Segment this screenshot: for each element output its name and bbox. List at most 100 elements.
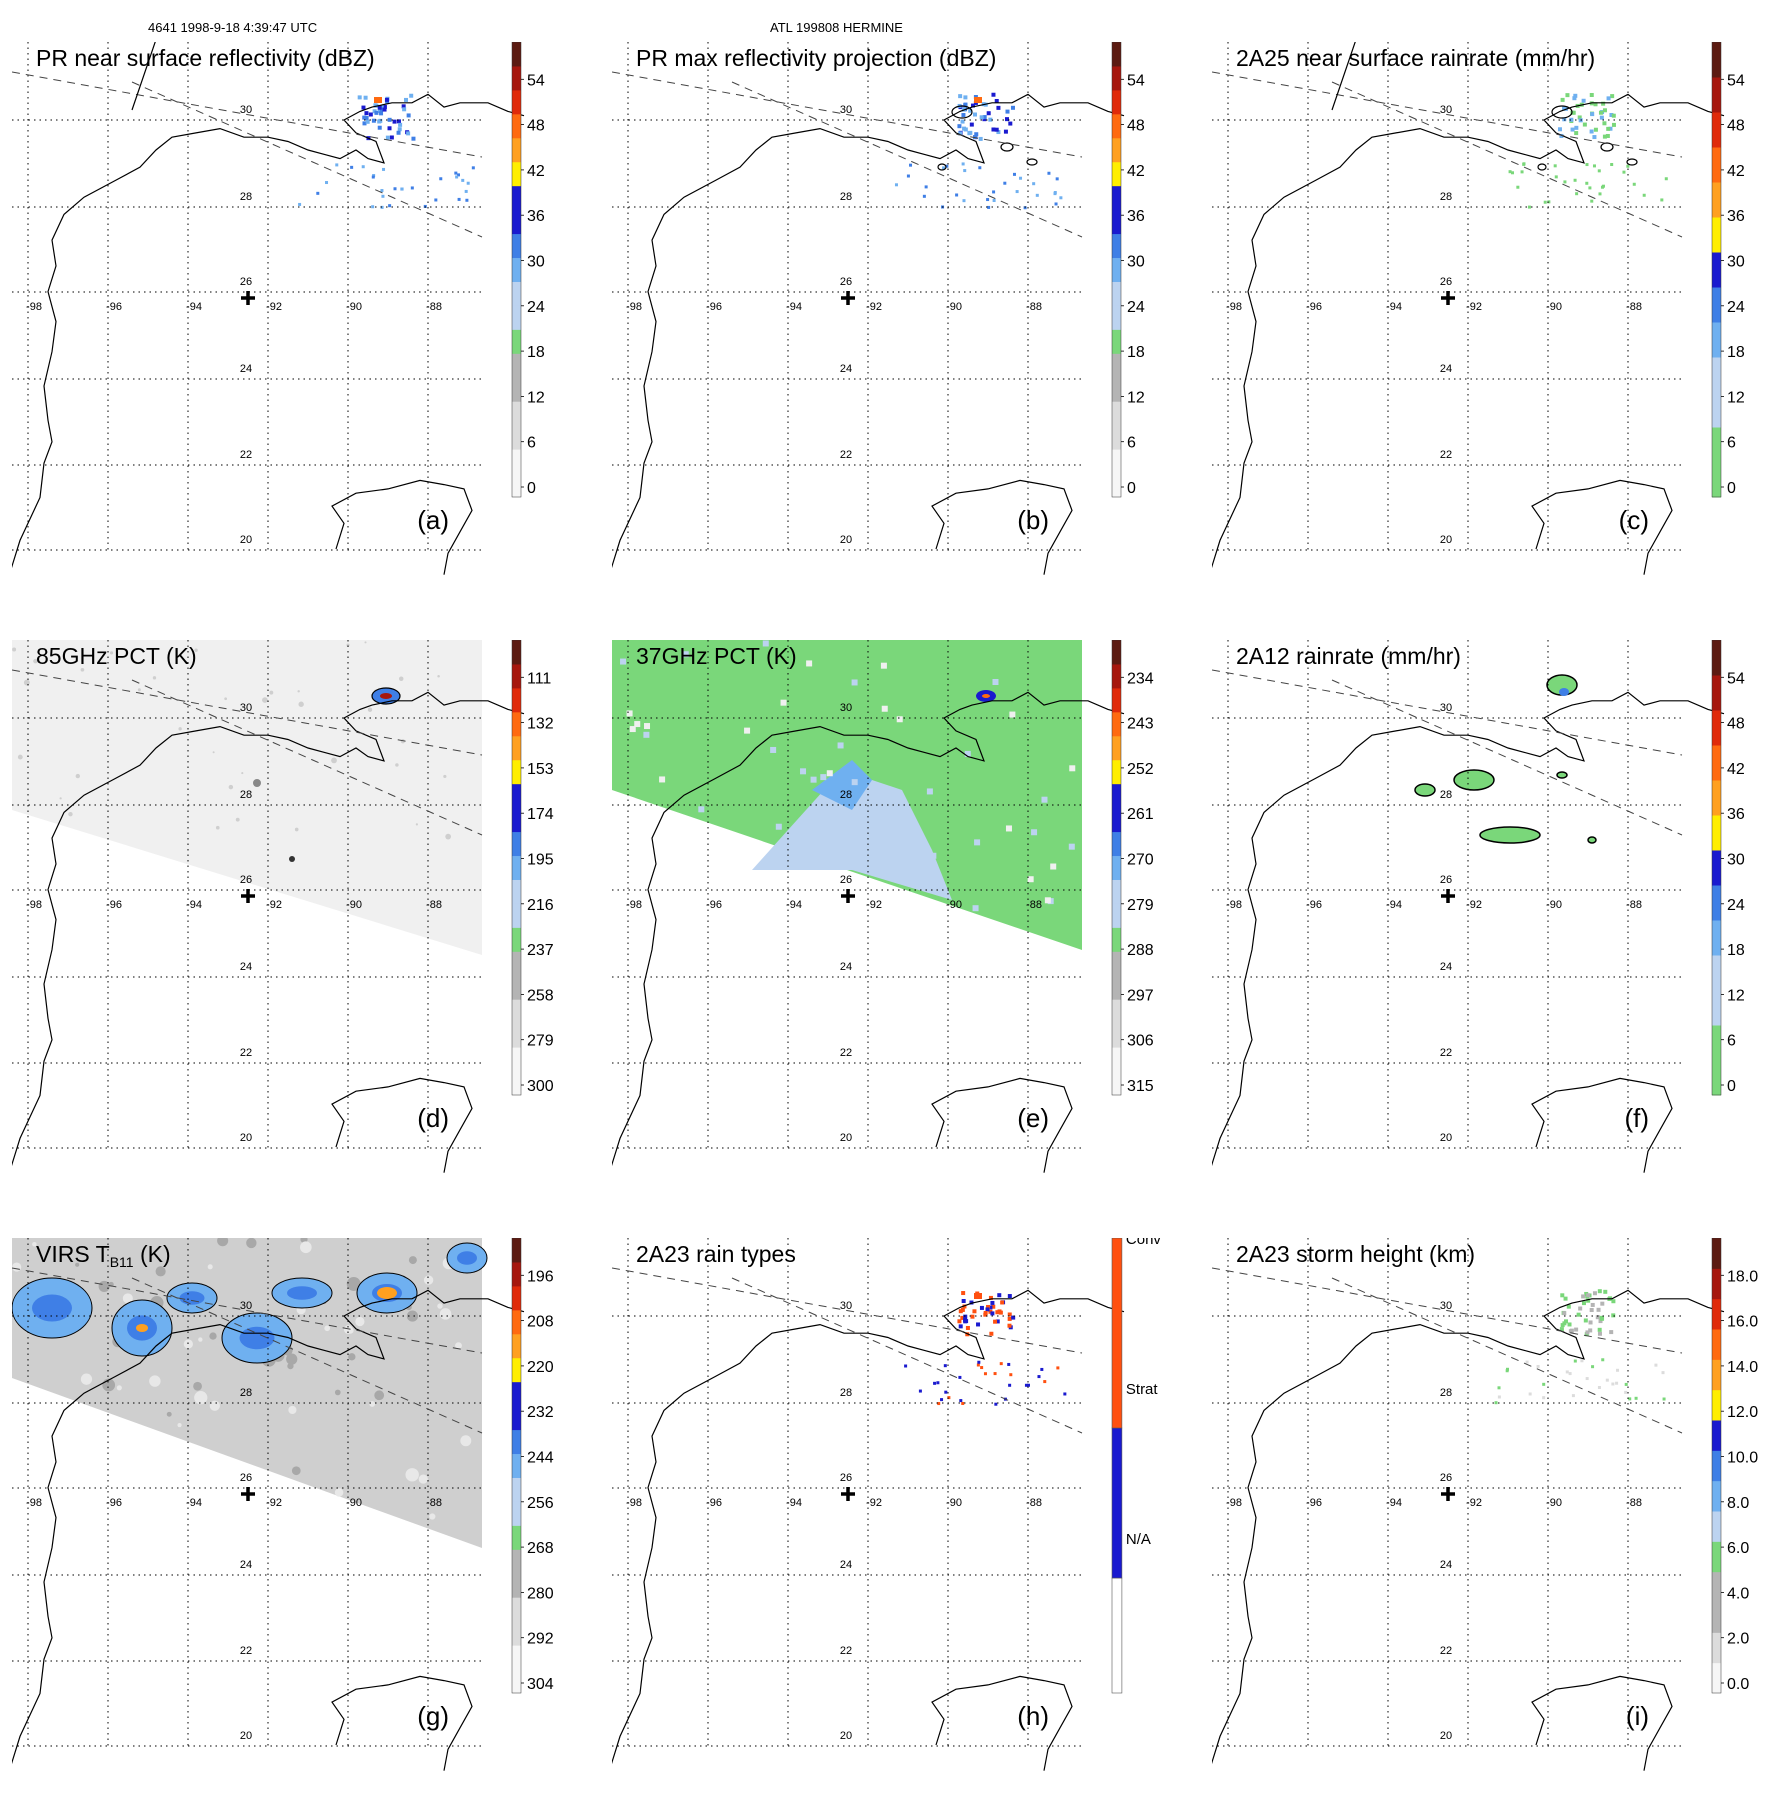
field-cell — [291, 1466, 301, 1476]
rain-pixel — [1536, 1364, 1540, 1368]
panel-title: 2A25 near surface rainrate (mm/hr) — [1236, 45, 1595, 71]
field-cell — [1005, 825, 1012, 832]
rain-pixel — [1593, 127, 1598, 132]
field-cell — [193, 1381, 202, 1391]
rain-pixel — [1577, 115, 1582, 120]
colorbar-tick-label: 0 — [1727, 1078, 1736, 1095]
colorbar-segment — [1712, 1571, 1721, 1603]
colorbar-tick-label: 292 — [527, 1631, 554, 1648]
field-cell — [80, 667, 85, 672]
rain-pixel — [947, 1396, 951, 1400]
field-cell — [406, 1310, 419, 1322]
colorbar-tick-label: 300 — [527, 1078, 554, 1095]
subsat-track — [131, 42, 156, 111]
rain-pixel — [1642, 193, 1646, 197]
rain-pixel — [1634, 1396, 1638, 1400]
rain-pixel — [1569, 117, 1574, 122]
colorbar: 304 292 280 268 256 244 232 220 208 196 — [511, 1238, 554, 1694]
rain-pixel — [1528, 1392, 1532, 1396]
field-cell — [369, 1401, 376, 1407]
swath-edge — [12, 1267, 483, 1354]
colorbar-tick-label: 12 — [1727, 389, 1745, 406]
rain-pixel — [995, 1319, 1000, 1324]
field-cell — [98, 1280, 110, 1293]
rain-pixel — [371, 118, 376, 123]
field-cell — [881, 705, 888, 712]
lon-label: -96 — [106, 301, 122, 313]
field-cell — [415, 823, 419, 826]
rain-pixel — [1662, 1397, 1666, 1401]
colorbar-segment — [512, 1333, 521, 1359]
colorbar-segment — [1712, 42, 1721, 78]
rain-pixel — [1589, 1308, 1594, 1313]
colorbar-segment — [512, 42, 521, 67]
map-panel-h: 30 28 26 24 22 20 -98 -96 -94 -92 -90 -88 2A23 rain … — [612, 1238, 1161, 1771]
field-cell — [324, 1325, 331, 1332]
colorbar-segment — [1712, 77, 1721, 113]
rain-pixel — [1616, 1368, 1620, 1372]
rain-pixel — [992, 190, 996, 194]
lon-label: -92 — [866, 899, 882, 911]
rain-pixel — [380, 205, 384, 209]
field-cell — [851, 679, 858, 686]
colorbar-tick-label: Strat — [1126, 1381, 1159, 1398]
lon-label: -98 — [1226, 301, 1242, 313]
rain-pixel — [365, 119, 370, 124]
colorbar-segment — [1712, 252, 1721, 288]
rain-pixel — [316, 191, 320, 195]
colorbar-tick-label: 232 — [527, 1404, 554, 1421]
lat-label: 22 — [1440, 1047, 1452, 1059]
rain-pixel — [387, 126, 392, 131]
panel-title: 2A23 storm height (km) — [1236, 1241, 1475, 1267]
colorbar-segment — [512, 329, 521, 354]
contour — [1600, 142, 1614, 152]
lon-label: -94 — [1386, 1497, 1402, 1509]
field-cell — [626, 710, 633, 717]
rain-pixel — [457, 197, 461, 201]
colorbar-segment — [1112, 473, 1121, 498]
rain-pixel — [1601, 101, 1606, 106]
storm-core — [380, 693, 392, 699]
lon-label: -98 — [626, 1497, 642, 1509]
rain-pixel — [1598, 1319, 1603, 1324]
colorbar-segment — [1112, 137, 1121, 163]
field-cell — [800, 768, 807, 775]
field-cell — [109, 651, 114, 655]
rain-pixel — [1590, 112, 1595, 117]
rain-pixel — [1054, 202, 1058, 206]
lon-label: -98 — [26, 899, 42, 911]
rain-pixel — [1574, 125, 1579, 130]
rain-pixel — [1586, 1298, 1591, 1303]
lat-label: 26 — [240, 1472, 252, 1484]
colorbar-segment — [1712, 745, 1721, 781]
rain-pixel — [1009, 1373, 1013, 1377]
field-cell — [1044, 897, 1051, 904]
rain-pixel — [1032, 182, 1036, 186]
graticule — [12, 42, 482, 552]
rain-pixel — [1574, 1327, 1579, 1332]
colorbar-segment — [512, 831, 521, 857]
swath-field — [12, 640, 482, 955]
field-cell — [812, 760, 872, 810]
rain-pixel — [400, 187, 404, 191]
colorbar: 0 6 12 18 24 30 36 42 48 54 — [1111, 42, 1145, 498]
rain-pixel — [1573, 178, 1577, 182]
field-cell — [334, 1389, 341, 1396]
field-cell — [460, 1435, 472, 1447]
rain-pixel — [961, 1401, 965, 1405]
field-cell — [1041, 796, 1048, 803]
storm-core — [374, 97, 382, 103]
rain-pixel — [974, 132, 979, 137]
rain-pixel — [988, 1295, 993, 1300]
cloud-cluster — [457, 1251, 477, 1265]
colorbar-tick-label: 54 — [1127, 72, 1145, 89]
rain-pixel — [1590, 1302, 1595, 1307]
colorbar-segment — [512, 1405, 521, 1431]
colorbar-segment — [512, 1645, 521, 1670]
lon-label: -88 — [1626, 1497, 1642, 1509]
colorbar-segment — [1712, 1511, 1721, 1542]
lon-label: -90 — [946, 899, 962, 911]
swath-edge — [12, 71, 483, 158]
contour — [1626, 158, 1638, 166]
colorbar-segment — [1111, 1427, 1123, 1579]
